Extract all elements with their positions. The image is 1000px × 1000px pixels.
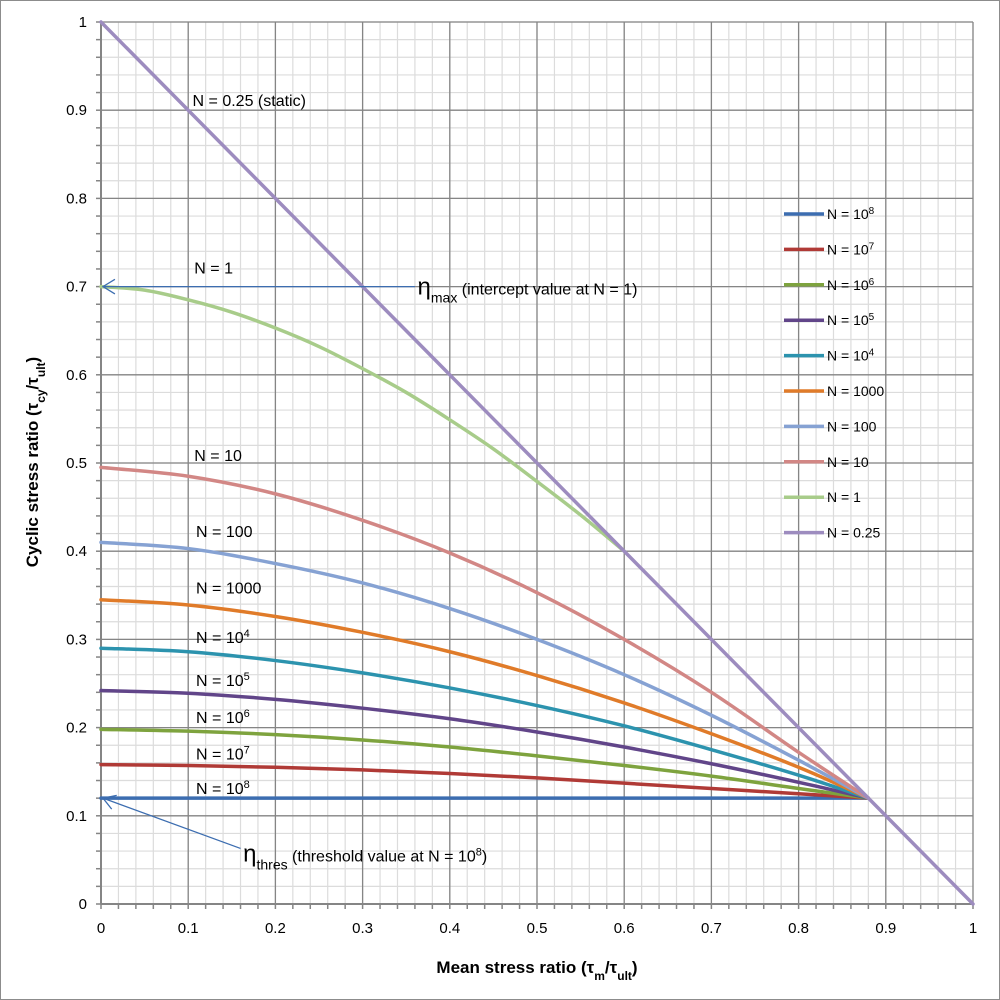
series-line-n-10 xyxy=(99,465,871,800)
legend-label: N = 107 xyxy=(827,241,875,258)
y-tick-label: 0.8 xyxy=(66,190,87,207)
x-tick-label: 0.8 xyxy=(788,920,809,937)
curve-label: N = 104 xyxy=(196,628,250,647)
legend-label: N = 105 xyxy=(827,312,875,329)
curve-labels: N = 0.25 (static) N = 1 N = 10 N = 100 N = 1… xyxy=(193,93,306,798)
curve-label: N = 105 xyxy=(196,671,250,690)
y-tick-label: 0 xyxy=(79,896,87,913)
legend-item: N = 0.25 xyxy=(784,525,881,541)
curve-label: N = 1 xyxy=(194,260,233,277)
annotation-arrow-line xyxy=(102,797,241,850)
curve-label: N = 108 xyxy=(196,779,250,798)
y-tick-label: 0.1 xyxy=(66,808,87,825)
x-axis-title: Mean stress ratio (τm/τult) xyxy=(436,958,637,983)
legend-label: N = 104 xyxy=(827,347,875,364)
series-line-n-0-25 xyxy=(99,20,975,906)
x-tick-label: 0.4 xyxy=(439,920,460,937)
x-tick-label: 0.9 xyxy=(875,920,896,937)
eta-max-annotation: ηmax (intercept value at N = 1) xyxy=(418,274,638,306)
y-tick-label: 0.9 xyxy=(66,102,87,119)
legend-item: N = 1000 xyxy=(784,383,884,399)
legend: N = 108 N = 107 N = 106 N = 105 N = 104 N = 1… xyxy=(784,206,884,541)
legend-label: N = 1000 xyxy=(827,383,884,399)
y-tick-label: 0.4 xyxy=(66,543,87,560)
series-line-n-1000 xyxy=(99,597,871,800)
curve-label: N = 100 xyxy=(196,524,253,541)
curve-label: N = 107 xyxy=(196,744,250,763)
annotation-arrowhead-icon xyxy=(101,278,116,295)
x-tick-label: 1 xyxy=(969,920,977,937)
y-axis-title: Cyclic stress ratio (τcy/τult) xyxy=(23,357,48,567)
annotation-arrowhead-icon xyxy=(101,794,117,810)
curve-label: N = 1000 xyxy=(196,581,261,598)
series-line-n-10-5 xyxy=(99,688,871,800)
y-tick-label: 0.6 xyxy=(66,367,87,384)
legend-item: N = 1 xyxy=(784,489,861,505)
series-line-n-10-6 xyxy=(99,727,871,800)
x-tick-label: 0.7 xyxy=(701,920,722,937)
y-tick-label: 0.3 xyxy=(66,631,87,648)
y-tick-label: 0.2 xyxy=(66,720,87,737)
x-tick-label: 0.2 xyxy=(265,920,286,937)
legend-item: N = 10 xyxy=(784,454,869,470)
series-line-n-100 xyxy=(99,540,871,800)
x-tick-label: 0.3 xyxy=(352,920,373,937)
series-line-n-1 xyxy=(99,284,626,553)
legend-item: N = 106 xyxy=(784,276,875,293)
legend-label: N = 106 xyxy=(827,276,875,293)
legend-label: N = 108 xyxy=(827,206,875,223)
legend-label: N = 10 xyxy=(827,454,869,470)
curve-label: N = 0.25 (static) xyxy=(193,93,306,110)
annotations: ηmax (intercept value at N = 1) ηthres (t… xyxy=(101,274,638,873)
legend-label: N = 0.25 xyxy=(827,525,881,541)
series-line-n-10-4 xyxy=(99,646,871,800)
y-tick-label: 0.7 xyxy=(66,279,87,296)
eta-thres-annotation: ηthres (threshold value at N = 108) xyxy=(243,841,487,873)
curve-label: N = 106 xyxy=(196,708,250,727)
x-tick-label: 0 xyxy=(97,920,105,937)
legend-item: N = 104 xyxy=(784,347,875,364)
legend-item: N = 100 xyxy=(784,418,877,434)
legend-label: N = 100 xyxy=(827,418,877,434)
legend-item: N = 108 xyxy=(784,206,875,223)
x-tick-label: 0.1 xyxy=(178,920,199,937)
legend-item: N = 105 xyxy=(784,312,875,329)
series-group xyxy=(99,20,975,906)
tick-labels: 0 0.1 0.2 0.3 0.4 0.5 0.6 0.7 0.8 0.9 1 0 0.1 0.2 0.3 0… xyxy=(66,14,977,937)
legend-item: N = 107 xyxy=(784,241,875,258)
series-line-n-10-7 xyxy=(99,762,871,800)
x-tick-label: 0.5 xyxy=(527,920,548,937)
y-tick-label: 0.5 xyxy=(66,455,87,472)
legend-label: N = 1 xyxy=(827,489,861,505)
axes xyxy=(96,21,974,909)
curve-label: N = 10 xyxy=(194,448,242,465)
y-tick-label: 1 xyxy=(79,14,87,31)
x-tick-label: 0.6 xyxy=(614,920,635,937)
